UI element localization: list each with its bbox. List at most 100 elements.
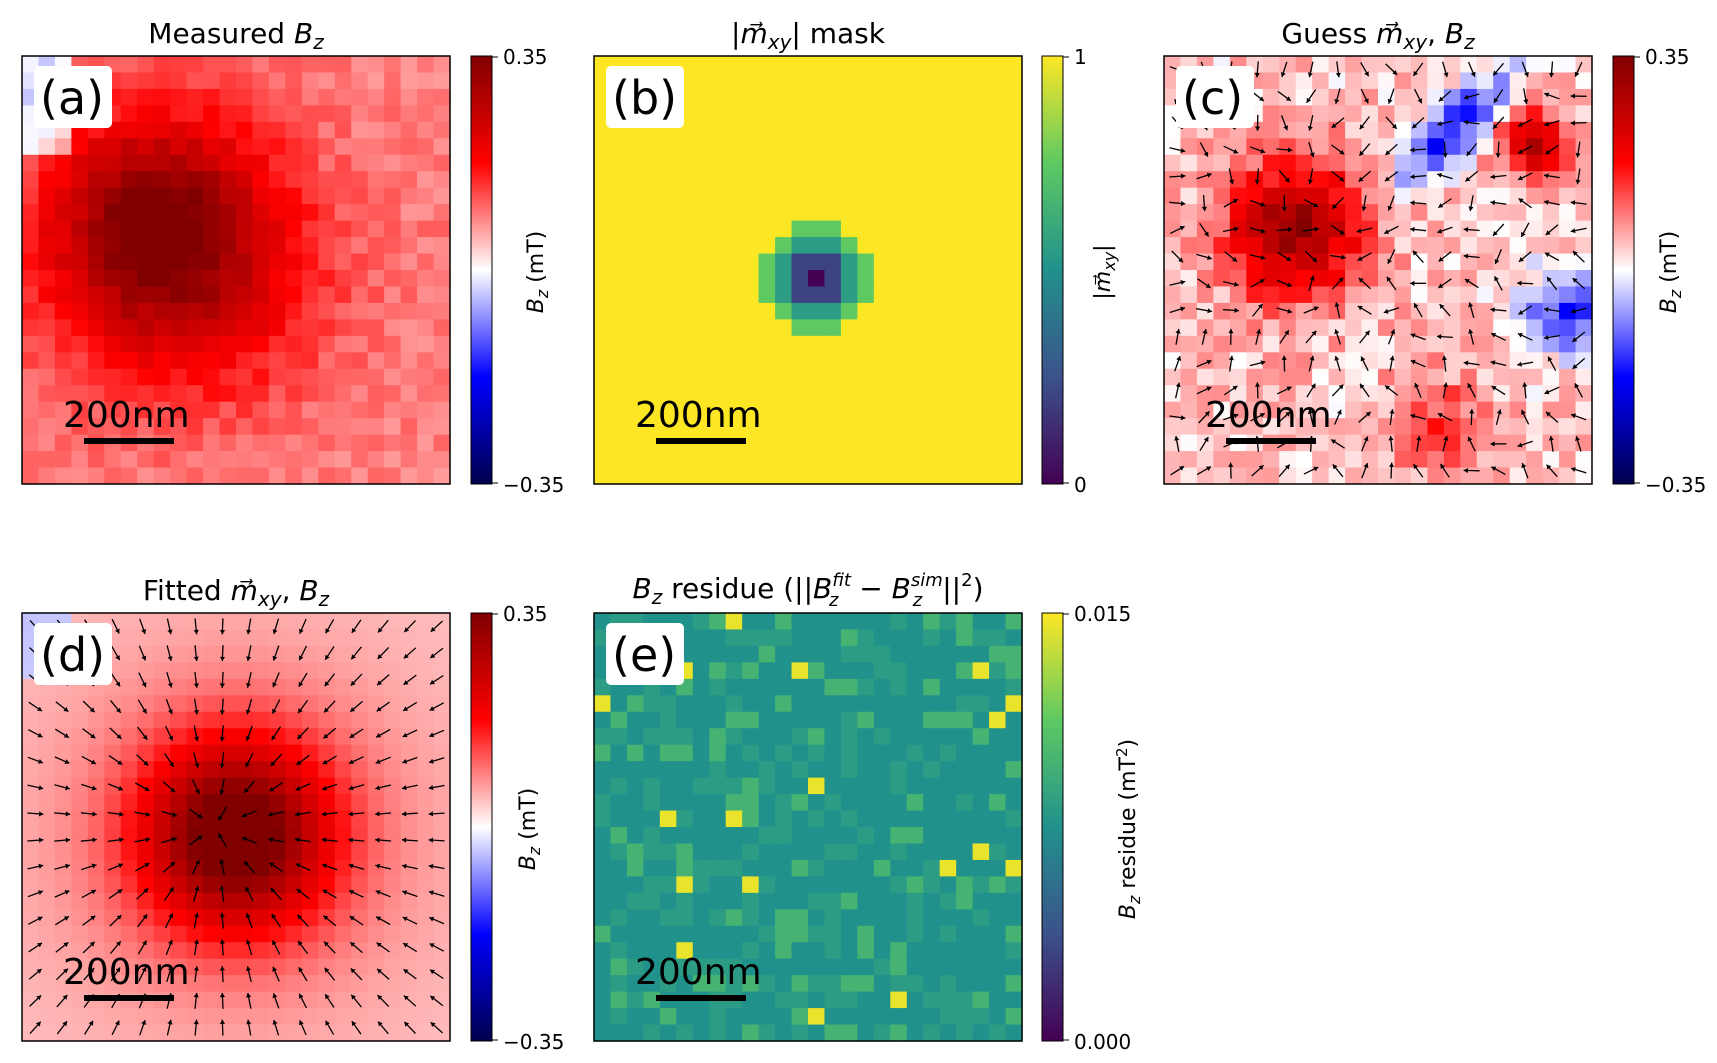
heatmap-cell bbox=[1361, 154, 1379, 172]
heatmap-cell bbox=[120, 171, 138, 189]
heatmap-cell bbox=[775, 744, 793, 762]
heatmap-cell bbox=[285, 88, 303, 106]
heatmap-cell bbox=[252, 237, 270, 255]
heatmap-cell bbox=[54, 335, 72, 353]
heatmap-cell bbox=[22, 204, 40, 222]
heatmap-cell bbox=[1575, 105, 1593, 123]
arrow-head bbox=[1389, 409, 1395, 414]
heatmap-cell bbox=[1460, 72, 1478, 90]
heatmap-cell bbox=[153, 154, 171, 172]
heatmap-cell bbox=[1005, 319, 1023, 337]
heatmap-cell bbox=[840, 105, 858, 123]
heatmap-cell bbox=[1559, 385, 1577, 403]
heatmap-cell bbox=[268, 105, 286, 123]
heatmap-cell bbox=[1262, 302, 1280, 320]
heatmap-cell bbox=[186, 154, 204, 172]
heatmap-cell bbox=[400, 335, 418, 353]
heatmap-cell bbox=[1312, 401, 1330, 419]
heatmap-cell bbox=[1443, 138, 1461, 156]
arrow-head bbox=[377, 654, 383, 659]
arrow-head bbox=[1495, 153, 1501, 158]
heatmap-cell bbox=[54, 958, 72, 976]
heatmap-cell bbox=[676, 958, 694, 976]
heatmap-cell bbox=[1410, 220, 1428, 238]
heatmap-cell bbox=[1378, 368, 1396, 386]
heatmap-cell bbox=[104, 975, 122, 993]
heatmap-cell bbox=[285, 876, 303, 894]
heatmap-cell bbox=[153, 319, 171, 337]
heatmap-cell bbox=[824, 368, 842, 386]
heatmap-cell bbox=[1262, 335, 1280, 353]
arrow-head bbox=[1548, 436, 1554, 441]
arrow-head bbox=[1233, 413, 1239, 419]
heatmap-cell bbox=[104, 286, 122, 304]
heatmap-cell bbox=[1378, 138, 1396, 156]
heatmap-cell bbox=[334, 72, 352, 90]
heatmap-cell bbox=[890, 187, 908, 205]
arrow-head bbox=[38, 785, 44, 791]
heatmap-cell bbox=[956, 925, 974, 943]
heatmap-cell bbox=[758, 154, 776, 172]
heatmap-cell bbox=[318, 925, 336, 943]
heatmap-cell bbox=[38, 744, 56, 762]
arrow-head bbox=[404, 1021, 410, 1027]
heatmap-cell bbox=[873, 302, 891, 320]
heatmap-cell bbox=[186, 319, 204, 337]
arrow-head bbox=[244, 788, 249, 793]
heatmap-cell bbox=[857, 187, 875, 205]
heatmap-cell bbox=[1005, 925, 1023, 943]
heatmap-cell bbox=[626, 171, 644, 189]
heatmap-cell bbox=[906, 645, 924, 663]
heatmap-cell bbox=[1575, 270, 1593, 288]
heatmap-cell bbox=[433, 187, 451, 205]
heatmap-cell bbox=[742, 1008, 760, 1026]
heatmap-cell bbox=[709, 105, 727, 123]
heatmap-cell bbox=[318, 991, 336, 1009]
heatmap-cell bbox=[186, 401, 204, 419]
heatmap-cell bbox=[923, 56, 941, 74]
heatmap-cell bbox=[334, 777, 352, 795]
heatmap-cell bbox=[137, 187, 155, 205]
heatmap-cell bbox=[186, 827, 204, 845]
heatmap-cell bbox=[775, 286, 793, 304]
heatmap-cell bbox=[791, 253, 809, 271]
heatmap-cell bbox=[610, 187, 628, 205]
heatmap-cell bbox=[236, 678, 254, 696]
heatmap-cell bbox=[758, 72, 776, 90]
arrow-head bbox=[37, 706, 42, 712]
heatmap-cell bbox=[301, 171, 319, 189]
arrow-head bbox=[1410, 147, 1415, 153]
heatmap-cell bbox=[890, 728, 908, 746]
arrow-head bbox=[1307, 126, 1313, 131]
heatmap-cell bbox=[1460, 352, 1478, 370]
heatmap-cell bbox=[1460, 385, 1478, 403]
heatmap-cell bbox=[1295, 204, 1313, 222]
arrow-head bbox=[1286, 386, 1292, 392]
heatmap-cell bbox=[1476, 335, 1494, 353]
heatmap-cell bbox=[203, 220, 221, 238]
heatmap-cell bbox=[236, 975, 254, 993]
heatmap-cell bbox=[594, 302, 612, 320]
heatmap-cell bbox=[334, 154, 352, 172]
heatmap-cell bbox=[400, 154, 418, 172]
heatmap-cell bbox=[22, 467, 40, 485]
arrow-head bbox=[143, 888, 149, 894]
heatmap-cell bbox=[170, 909, 188, 927]
heatmap-cell bbox=[170, 695, 188, 713]
heatmap-cell bbox=[1361, 270, 1379, 288]
heatmap-cell bbox=[824, 794, 842, 812]
heatmap-cell bbox=[219, 909, 237, 927]
arrow-head bbox=[429, 758, 434, 764]
heatmap-cell bbox=[1443, 204, 1461, 222]
heatmap-cell bbox=[120, 892, 138, 910]
arrow-head bbox=[1410, 174, 1415, 180]
heatmap-cell bbox=[873, 286, 891, 304]
heatmap-cell bbox=[1559, 335, 1577, 353]
arrow-head bbox=[36, 969, 42, 974]
heatmap-cell bbox=[301, 794, 319, 812]
heatmap-cell bbox=[742, 335, 760, 353]
arrow-head bbox=[1571, 413, 1576, 419]
heatmap-cell bbox=[334, 942, 352, 960]
heatmap-cell bbox=[22, 121, 40, 139]
arrow-head bbox=[36, 995, 42, 1001]
